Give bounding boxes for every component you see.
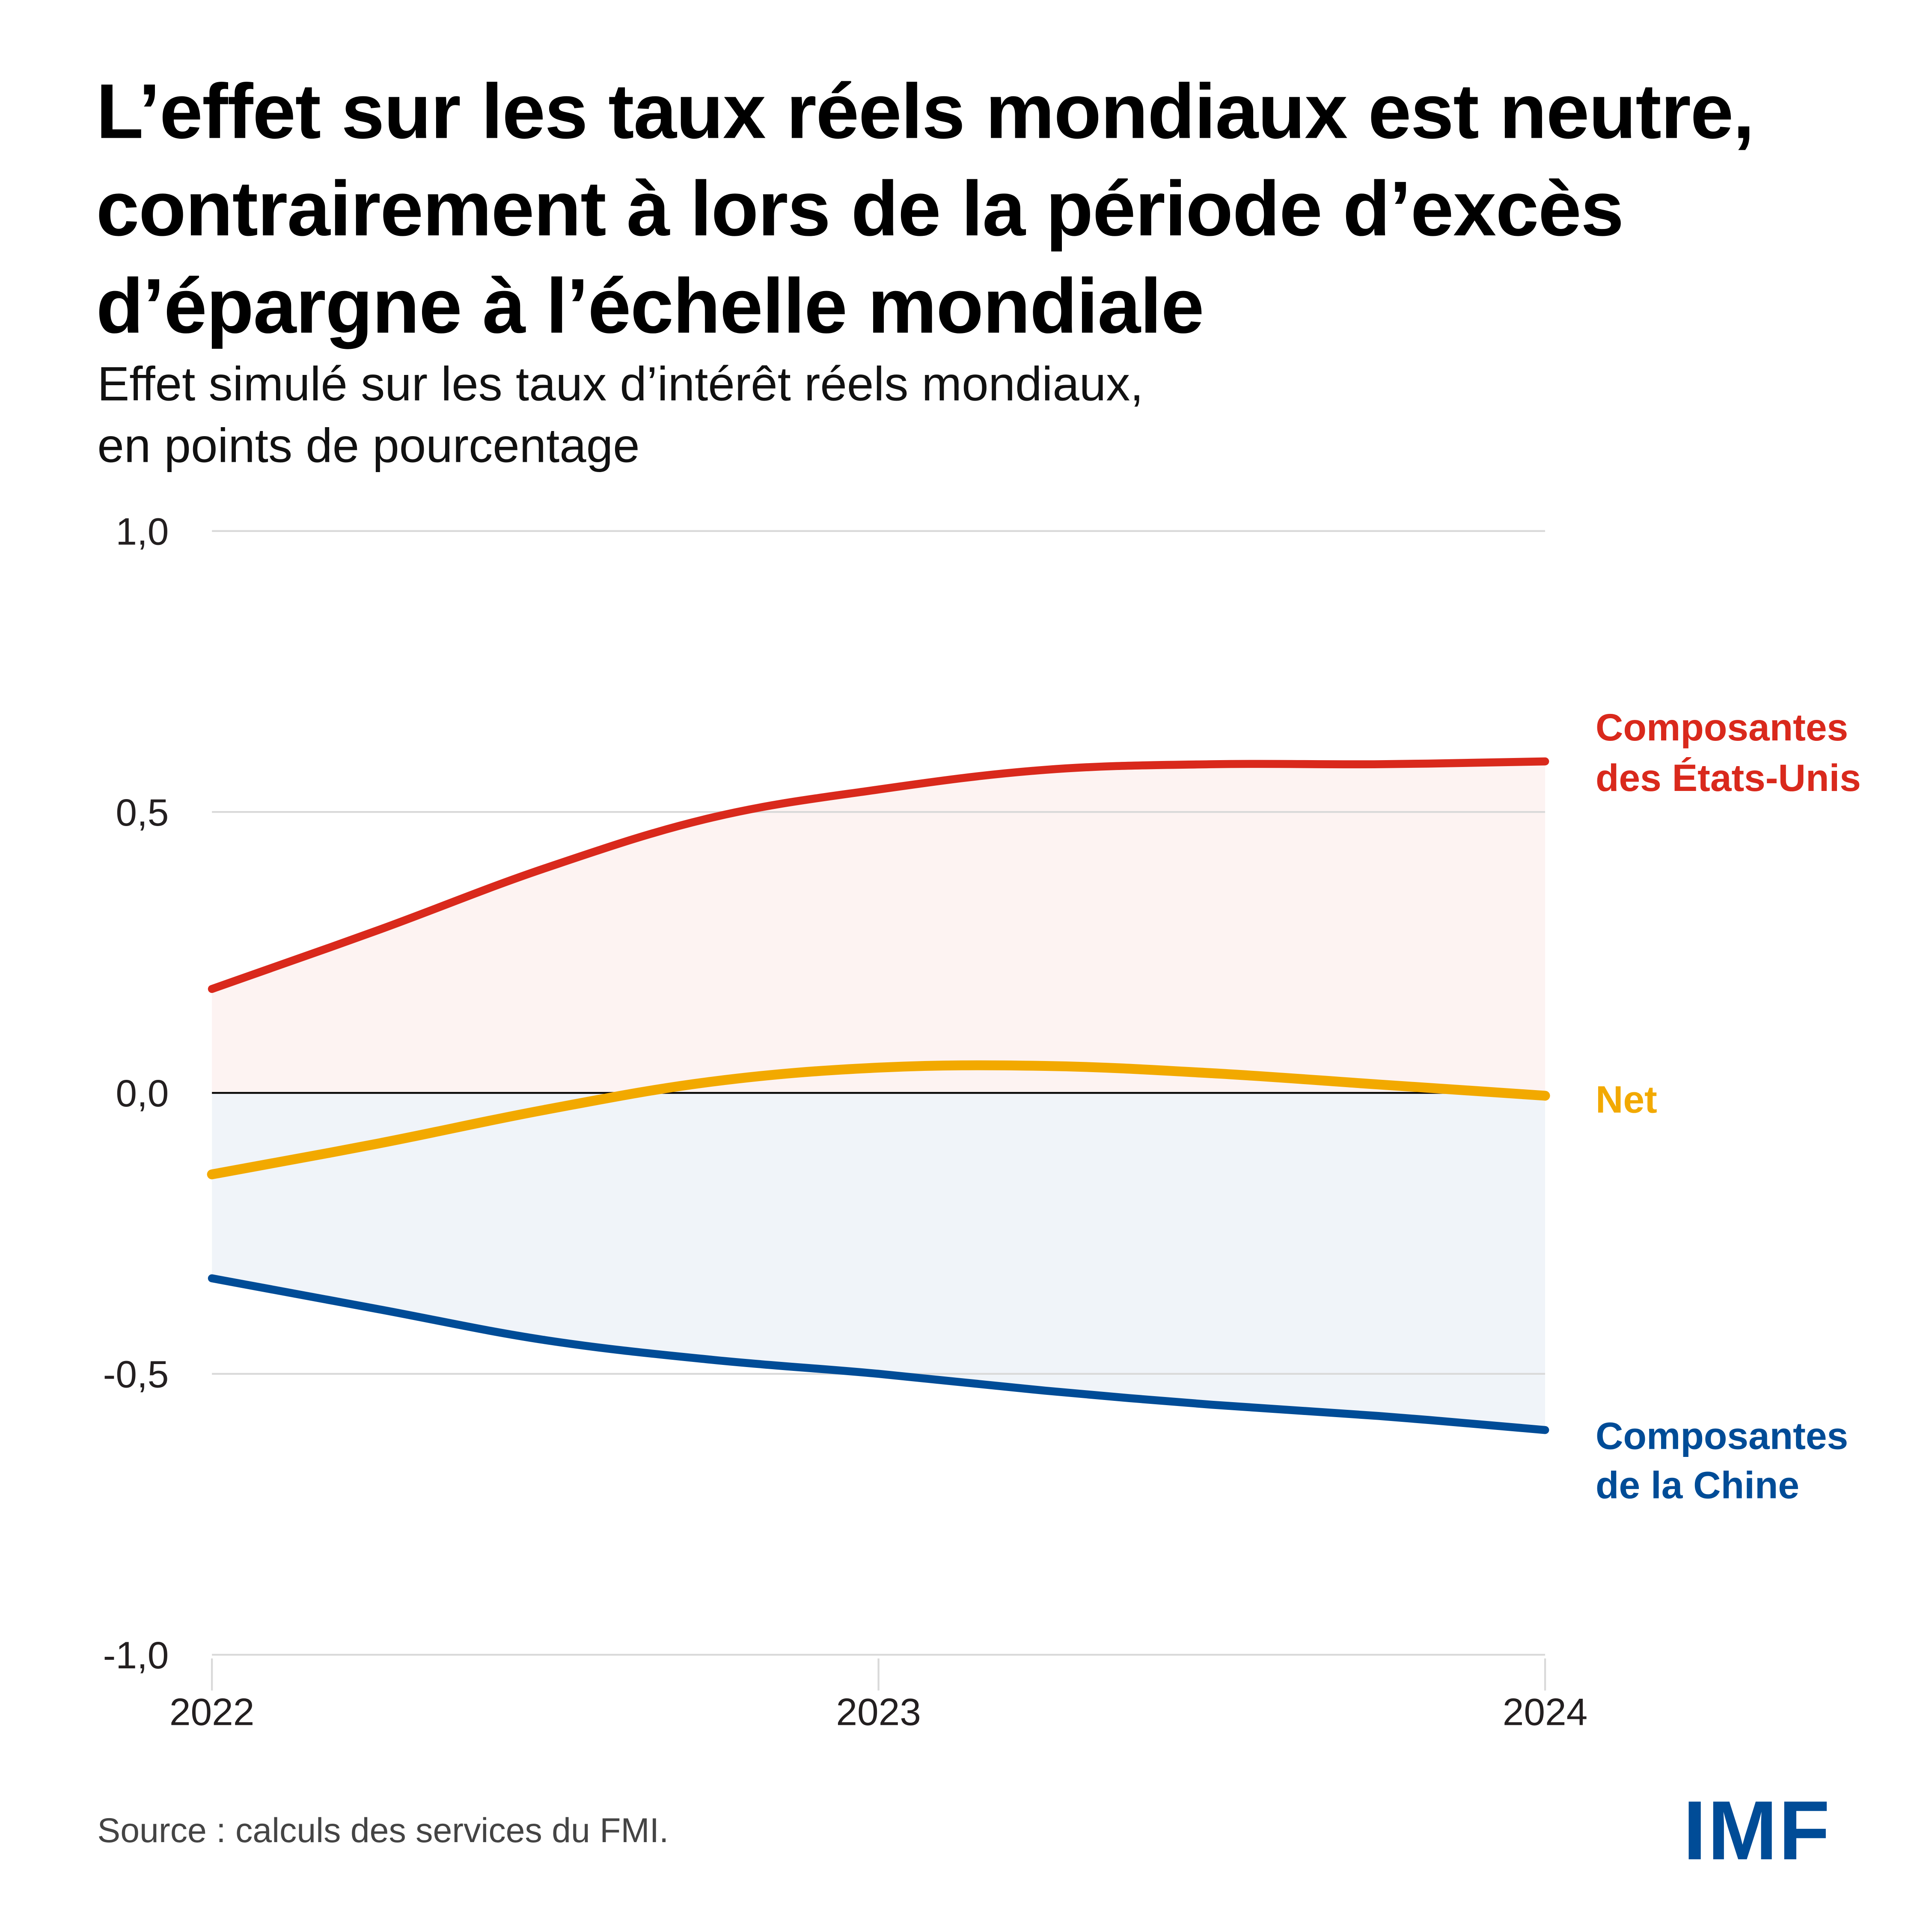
chart-subtitle: Effet simulé sur les taux d’intérêt réel… [97, 355, 1699, 478]
series-line-china [208, 1274, 1549, 1434]
series-label-china: de la Chine [1596, 1464, 1799, 1507]
series-line-us [208, 757, 1549, 993]
x-tick-label: 2024 [1503, 1690, 1588, 1733]
y-tick-label: 0,0 [116, 1072, 169, 1115]
series-lines [207, 757, 1550, 1434]
title-line-3: d’épargne à l’échelle mondiale [96, 264, 1204, 350]
y-tick-label: -0,5 [103, 1353, 169, 1396]
y-tick-label: -1,0 [103, 1634, 169, 1676]
x-tick-label: 2023 [836, 1690, 921, 1733]
area-fill-china [212, 1093, 1546, 1430]
series-label-net: Net [1596, 1078, 1657, 1121]
gridlines [212, 530, 1546, 1656]
chart-title: L’effet sur les taux réels mondiaux est … [96, 64, 1895, 356]
series-label-us: des États-Unis [1596, 756, 1861, 799]
source-note: Source : calculs des services du FMI. [97, 1811, 669, 1850]
y-tick-label: 0,5 [116, 791, 169, 834]
y-tick-label: 1,0 [116, 510, 169, 553]
x-tick-label: 2022 [169, 1690, 255, 1733]
series-labels: Composantes des États-Unis Net Composantes d… [1596, 706, 1861, 1506]
subtitle-line-1: Effet simulé sur les taux d’intérêt réel… [97, 358, 1144, 412]
x-axis: 2022 2023 2024 [169, 1658, 1588, 1733]
series-label-us: Composantes [1596, 706, 1848, 749]
area-fills [212, 761, 1546, 1430]
area-fill-us [212, 761, 1546, 1093]
y-axis: 1,0 0,5 0,0 -0,5 -1,0 [103, 510, 169, 1676]
title-line-1: L’effet sur les taux réels mondiaux est … [96, 69, 1755, 155]
subtitle-line-2: en points de pourcentage [97, 420, 640, 473]
series-line-net [207, 1060, 1550, 1180]
series-label-china: Composantes [1596, 1414, 1848, 1457]
title-line-2: contrairement à lors de la période d’exc… [96, 166, 1624, 253]
imf-logo: IMF [1683, 1784, 1831, 1878]
